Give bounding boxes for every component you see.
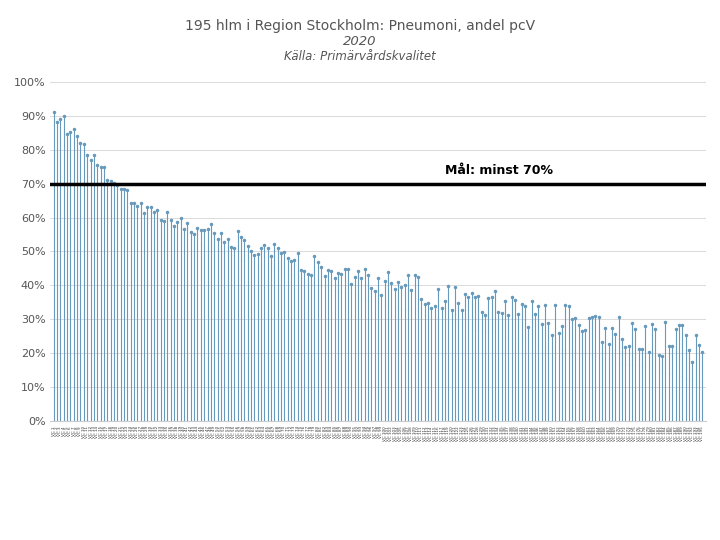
Text: 195 hlm i Region Stockholm: Pneumoni, andel pcV: 195 hlm i Region Stockholm: Pneumoni, an… [185,19,535,33]
Text: Källa: Primärvårdskvalitet: Källa: Primärvårdskvalitet [284,50,436,63]
Text: Mål: minst 70%: Mål: minst 70% [445,164,553,177]
Text: 2020: 2020 [343,35,377,48]
